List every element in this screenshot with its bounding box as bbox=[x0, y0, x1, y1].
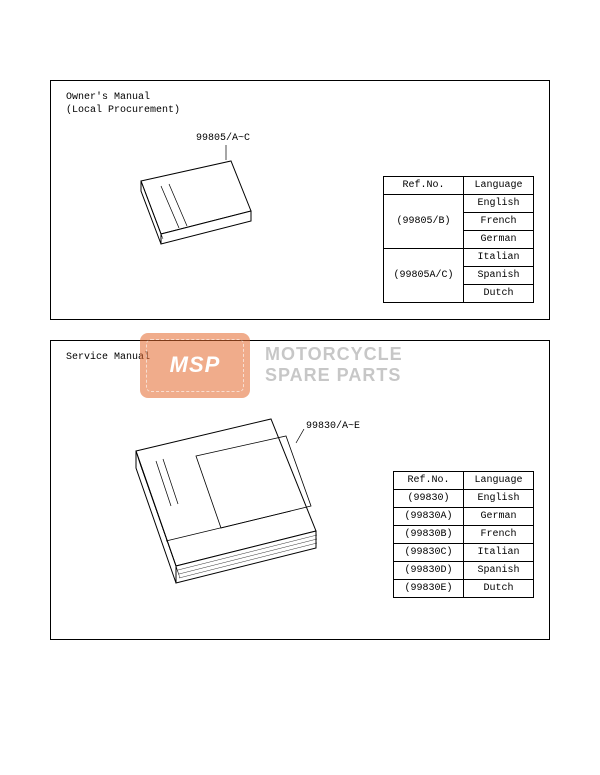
lang-cell: English bbox=[464, 195, 534, 213]
table-row: (99830C)Italian bbox=[394, 544, 534, 562]
lang-cell: Italian bbox=[464, 544, 534, 562]
lang-cell: Spanish bbox=[464, 562, 534, 580]
ref-cell: (99830D) bbox=[394, 562, 464, 580]
lang-cell: German bbox=[464, 508, 534, 526]
table-head: Ref.No.Language bbox=[394, 472, 534, 490]
table-header-cell: Ref.No. bbox=[394, 472, 464, 490]
ref-cell: (99830B) bbox=[394, 526, 464, 544]
table-row: (99805/B)English bbox=[384, 195, 534, 213]
table-row: (99830B)French bbox=[394, 526, 534, 544]
lang-cell: Dutch bbox=[464, 285, 534, 303]
table-row: (99830)English bbox=[394, 490, 534, 508]
ref-cell: (99805A/C) bbox=[384, 249, 464, 303]
ref-cell: (99805/B) bbox=[384, 195, 464, 249]
lang-cell: English bbox=[464, 490, 534, 508]
ref-cell: (99830A) bbox=[394, 508, 464, 526]
service-manual-panel: Service Manual bbox=[50, 340, 550, 640]
table-header-cell: Ref.No. bbox=[384, 177, 464, 195]
panel2-table: Ref.No.Language (99830)English(99830A)Ge… bbox=[393, 471, 534, 598]
table-row: (99805A/C)Italian bbox=[384, 249, 534, 267]
ref-cell: (99830) bbox=[394, 490, 464, 508]
lang-cell: French bbox=[464, 213, 534, 231]
panel1-ref-label: 99805/A~C bbox=[196, 133, 250, 144]
table-head: Ref.No.Language bbox=[384, 177, 534, 195]
table-row: (99830A)German bbox=[394, 508, 534, 526]
lang-cell: Dutch bbox=[464, 580, 534, 598]
ref-cell: (99830C) bbox=[394, 544, 464, 562]
panel1-title-line1: Owner's Manual bbox=[66, 92, 150, 103]
panel1-table: Ref.No.Language (99805/B)EnglishFrenchGe… bbox=[383, 176, 534, 303]
panel1-title-line2: (Local Procurement) bbox=[66, 105, 180, 116]
panel2-title: Service Manual bbox=[66, 351, 150, 364]
table-body: (99830)English(99830A)German(99830B)Fren… bbox=[394, 490, 534, 598]
lang-cell: French bbox=[464, 526, 534, 544]
lang-cell: Italian bbox=[464, 249, 534, 267]
diagram-container: Owner's Manual (Local Procurement) 99805… bbox=[0, 0, 600, 700]
table-body: (99805/B)EnglishFrenchGerman(99805A/C)It… bbox=[384, 195, 534, 303]
panel2-ref-label: 99830/A~E bbox=[306, 421, 360, 432]
table-row: (99830E)Dutch bbox=[394, 580, 534, 598]
table-row: (99830D)Spanish bbox=[394, 562, 534, 580]
table-header-cell: Language bbox=[464, 472, 534, 490]
ref-cell: (99830E) bbox=[394, 580, 464, 598]
table-header-cell: Language bbox=[464, 177, 534, 195]
lang-cell: Spanish bbox=[464, 267, 534, 285]
panel1-title: Owner's Manual (Local Procurement) bbox=[66, 91, 180, 117]
owners-manual-panel: Owner's Manual (Local Procurement) 99805… bbox=[50, 80, 550, 320]
lang-cell: German bbox=[464, 231, 534, 249]
